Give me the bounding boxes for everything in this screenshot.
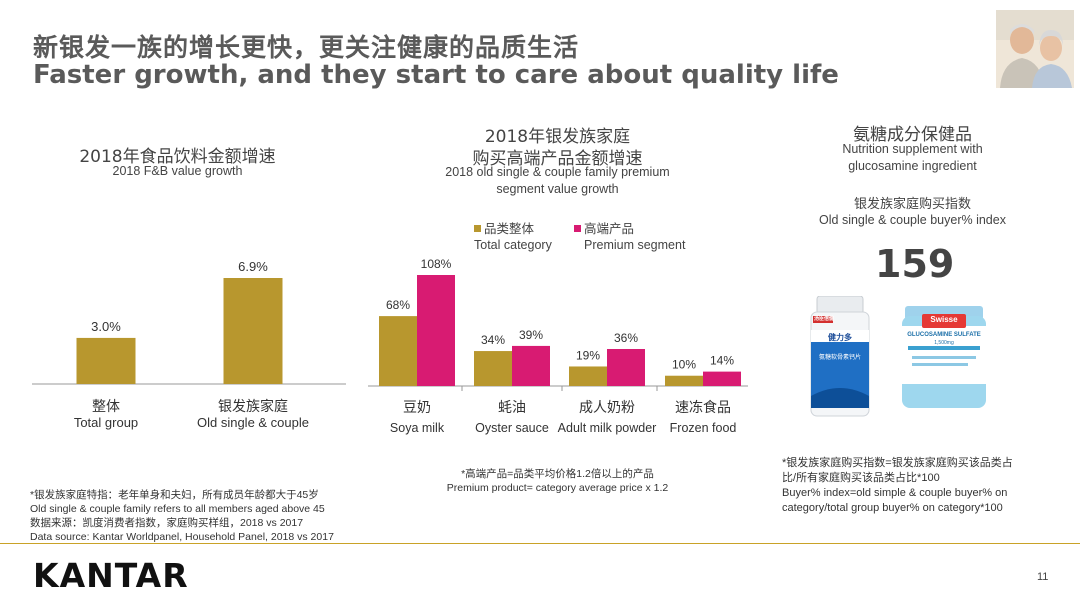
page-title-cn: 新银发一族的增长更快，更关注健康的品质生活 xyxy=(33,33,580,62)
premium-definition-note: *高端产品=品类平均价格1.2倍以上的产品 Premium product= c… xyxy=(400,467,715,495)
right-note-1: *银发族家庭购买指数=银发族家庭购买该品类占 xyxy=(782,457,1013,469)
middle-category-en-3: Frozen food xyxy=(670,421,737,435)
left-bar-label-1: 6.9% xyxy=(238,259,268,274)
index-title-en: Old single & couple buyer% index xyxy=(819,213,1006,227)
product-jar-swisse: Swisse GLUCOSAMINE SULFATE 1,500mg xyxy=(902,306,986,415)
middle-category-cn-2: 成人奶粉 xyxy=(579,399,635,415)
left-note-2: Old single & couple family refers to all… xyxy=(30,503,325,515)
legend-premium-cn: 高端产品 xyxy=(584,222,635,236)
middle-bar-2-1 xyxy=(607,349,645,386)
middle-chart-title-cn-2: 购买高端产品金额增速 xyxy=(472,149,643,169)
middle-bar-2-0 xyxy=(569,366,607,386)
left-note-3: 数据来源：凯度消费者指数，家庭购买样组，2018 vs 2017 xyxy=(30,517,304,529)
right-note-3: Buyer% index=old simple & couple buyer% … xyxy=(782,487,1008,499)
legend-premium-en: Premium segment xyxy=(584,238,686,252)
left-bar-0 xyxy=(76,337,136,384)
elderly-couple-photo xyxy=(996,10,1074,88)
jar2-sub: 1,500mg xyxy=(934,340,954,346)
legend-total: 品类整体 Total category xyxy=(474,221,552,253)
premium-note-cn: *高端产品=品类平均价格1.2倍以上的产品 xyxy=(461,468,654,480)
premium-note-en: Premium product= category average price … xyxy=(446,482,669,494)
middle-bar-label-0-0: 68% xyxy=(386,298,410,312)
middle-chart-title-cn-1: 2018年银发族家庭 xyxy=(484,127,631,147)
footer-divider xyxy=(0,543,1080,544)
left-bar-1 xyxy=(223,278,283,384)
legend-total-swatch xyxy=(474,225,481,232)
middle-category-en-1: Oyster sauce xyxy=(475,421,549,435)
legend-total-cn: 品类整体 xyxy=(484,222,535,236)
left-note-4: Data source: Kantar Worldpanel, Househol… xyxy=(30,531,334,543)
middle-bar-label-3-0: 10% xyxy=(672,358,696,372)
middle-bar-1-0 xyxy=(474,351,512,386)
jar2-label: GLUCOSAMINE SULFATE xyxy=(907,332,981,338)
jar1-label: 健力多 xyxy=(828,333,852,342)
middle-bar-label-3-1: 14% xyxy=(710,354,734,368)
index-title-cn: 银发族家庭购买指数 xyxy=(853,196,971,211)
right-title-cn: 氨糖成分保健品 xyxy=(853,125,972,145)
middle-bar-label-2-1: 36% xyxy=(614,331,638,345)
kantar-logo: KANTAR xyxy=(33,556,189,595)
page-number: 11 xyxy=(1037,571,1049,583)
middle-bar-1-1 xyxy=(512,345,550,386)
middle-bar-label-1-1: 39% xyxy=(519,328,543,342)
legend-premium-swatch xyxy=(574,225,581,232)
left-chart-title-en: 2018 F&B value growth xyxy=(112,164,243,178)
middle-category-en-0: Soya milk xyxy=(390,421,445,435)
middle-category-cn-0: 豆奶 xyxy=(403,399,431,415)
left-category-cn-1: 银发族家庭 xyxy=(218,398,288,414)
right-title-en-1: Nutrition supplement with xyxy=(842,142,983,156)
middle-category-cn-1: 蚝油 xyxy=(498,399,526,415)
jar1-brand: 汤臣倍健 xyxy=(814,316,835,322)
right-footnote: *银发族家庭购买指数=银发族家庭购买该品类占 比/所有家庭购买该品类占比*100… xyxy=(782,456,1072,516)
buyer-index-value: 159 xyxy=(875,242,955,286)
middle-bar-3-1 xyxy=(703,371,741,386)
left-category-en-0: Total group xyxy=(74,415,138,430)
jar2-brand: Swisse xyxy=(930,315,958,324)
middle-bar-0-1 xyxy=(417,275,455,386)
middle-chart-title-en-2: segment value growth xyxy=(496,182,619,196)
middle-bar-0-0 xyxy=(379,316,417,386)
right-note-4: category/total group buyer% on category*… xyxy=(782,502,1003,514)
middle-chart-title-en-1: 2018 old single & couple family premium xyxy=(445,165,670,179)
middle-bar-label-0-1: 108% xyxy=(421,257,452,271)
left-category-cn-0: 整体 xyxy=(92,398,120,414)
middle-bar-3-0 xyxy=(665,375,703,386)
left-bar-label-0: 3.0% xyxy=(91,319,121,334)
product-jar-tomson: 汤臣倍健 健力多 氨糖软骨素钙片 xyxy=(808,295,872,425)
legend-total-en: Total category xyxy=(474,238,552,252)
left-category-en-1: Old single & couple xyxy=(197,415,309,430)
left-footnote: *银发族家庭特指：老年单身和夫妇，所有成员年龄都大于45岁 Old single… xyxy=(30,488,400,544)
left-note-1: *银发族家庭特指：老年单身和夫妇，所有成员年龄都大于45岁 xyxy=(30,489,319,501)
legend-premium: 高端产品 Premium segment xyxy=(574,221,685,253)
page-title-en: Faster growth, and they start to care ab… xyxy=(33,60,839,90)
right-note-2: 比/所有家庭购买该品类占比*100 xyxy=(782,472,940,484)
left-chart-title-cn: 2018年食品饮料金额增速 xyxy=(79,147,276,167)
middle-bar-label-1-0: 34% xyxy=(481,333,505,347)
jar1-sub: 氨糖软骨素钙片 xyxy=(818,355,861,361)
middle-bar-label-2-0: 19% xyxy=(576,348,600,362)
middle-category-en-2: Adult milk powder xyxy=(558,421,657,435)
middle-category-cn-3: 速冻食品 xyxy=(675,399,731,415)
right-title-en-2: glucosamine ingredient xyxy=(848,159,977,173)
